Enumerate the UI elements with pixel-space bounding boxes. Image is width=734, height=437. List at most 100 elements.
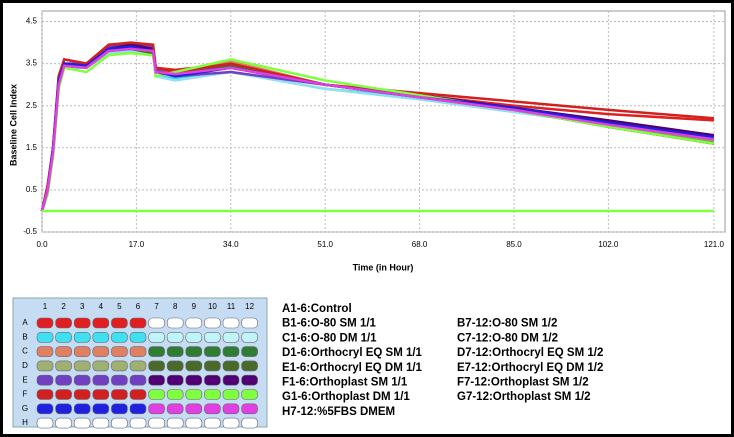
plate-row-label: C (22, 347, 28, 356)
plate-well (92, 389, 110, 400)
plate-well (73, 317, 91, 329)
plate-well (111, 374, 128, 386)
plate-well (241, 331, 258, 343)
legend-entry: F1-6:Orthoplast SM 1/1 (282, 377, 408, 389)
plate-well (129, 403, 147, 415)
plate-well (166, 331, 184, 343)
legend-entry: C7-12:O-80 DM 1/2 (457, 332, 558, 344)
y-tick-label: -0.5 (23, 227, 37, 236)
x-tick-label: 34.0 (223, 240, 239, 249)
legend-entry: H7-12:%5FBS DMEM (282, 406, 395, 418)
plate-column-label: 8 (173, 302, 178, 311)
plate-well (222, 346, 240, 357)
plate-well (73, 417, 91, 429)
plate-well (241, 389, 258, 400)
plate-row-label: A (22, 318, 28, 327)
plate-well (111, 346, 128, 357)
plate-well (55, 346, 72, 357)
plate-row-label: H (22, 418, 28, 427)
plate-well (166, 417, 184, 429)
legend-entry: F7-12:Orthoplast SM 1/2 (457, 377, 589, 389)
legend-entry: D7-12:Orthocryl EQ SM 1/2 (457, 347, 603, 359)
plate-well (148, 360, 165, 372)
plate-well (166, 317, 184, 329)
plate-well (36, 360, 54, 372)
plate-well (92, 317, 110, 329)
y-tick-label: 2.5 (26, 101, 38, 110)
x-tick-label: 51.0 (317, 240, 333, 249)
plate-well (222, 389, 240, 400)
plate-column-label: 4 (99, 302, 104, 311)
plate-well (204, 317, 221, 329)
plate-well (111, 331, 128, 343)
plate-well (166, 389, 184, 400)
plate-well (55, 389, 72, 400)
plate-well (92, 403, 110, 415)
plate-well (185, 331, 203, 343)
plate-row-label: G (22, 404, 28, 413)
plate-well (73, 389, 91, 400)
plate-well (222, 403, 240, 415)
plate-well (129, 417, 147, 429)
plate-well (222, 317, 240, 329)
plate-well (129, 389, 147, 400)
legend-entry: E1-6:Orthocryl EQ DM 1/1 (282, 362, 423, 374)
plate-well (73, 374, 91, 386)
plate-column-label: 6 (136, 302, 141, 311)
plate-well (148, 403, 165, 415)
plate-well (185, 417, 203, 429)
plate-well (185, 360, 203, 372)
plate-well (148, 389, 165, 400)
plate-well (185, 317, 203, 329)
x-tick-label: 85.0 (506, 240, 522, 249)
plate-well (36, 389, 54, 400)
plate-well (148, 331, 165, 343)
plate-well (55, 360, 72, 372)
plate-well (73, 331, 91, 343)
plate-well (204, 374, 221, 386)
plate-column-label: 12 (245, 302, 254, 311)
plate-well (148, 317, 165, 329)
plate-well (92, 374, 110, 386)
plate-column-label: 7 (154, 302, 159, 311)
plate-well (111, 403, 128, 415)
plate-well (92, 331, 110, 343)
plate-well (185, 374, 203, 386)
plate-well (166, 346, 184, 357)
plate-well (185, 346, 203, 357)
plate-well (166, 403, 184, 415)
plate-column-label: 2 (61, 302, 66, 311)
plate-well (204, 346, 221, 357)
plate-well (241, 417, 258, 429)
plate-well (111, 317, 128, 329)
plate-row-label: D (22, 361, 28, 370)
plate-well (36, 346, 54, 357)
plate-well (129, 331, 147, 343)
legend-entry: C1-6:O-80 DM 1/1 (282, 332, 377, 344)
y-tick-label: 4.5 (26, 17, 38, 26)
plate-well (36, 403, 54, 415)
plate-well (73, 346, 91, 357)
plate-well (166, 360, 184, 372)
plate-row-label: F (23, 390, 28, 399)
y-tick-label: 1.5 (26, 143, 38, 152)
plate-well (204, 389, 221, 400)
plate-column-label: 3 (80, 302, 85, 311)
plate-row-label: E (22, 375, 27, 384)
plate-well (111, 360, 128, 372)
plate-well (222, 374, 240, 386)
x-tick-label: 68.0 (412, 240, 428, 249)
y-tick-label: 3.5 (26, 59, 38, 68)
x-tick-label: 0.0 (36, 240, 48, 249)
legend-entry: G1-6:Orthoplast DM 1/1 (282, 391, 410, 403)
plate-well (148, 346, 165, 357)
y-tick-label: 0.5 (26, 185, 38, 194)
x-tick-label: 17.0 (129, 240, 145, 249)
plate-well (129, 374, 147, 386)
plate-well (148, 417, 165, 429)
plate-well (166, 374, 184, 386)
plate-well (36, 317, 54, 329)
y-axis-title: Baseline Cell Index (8, 84, 18, 166)
plate-well (241, 374, 258, 386)
